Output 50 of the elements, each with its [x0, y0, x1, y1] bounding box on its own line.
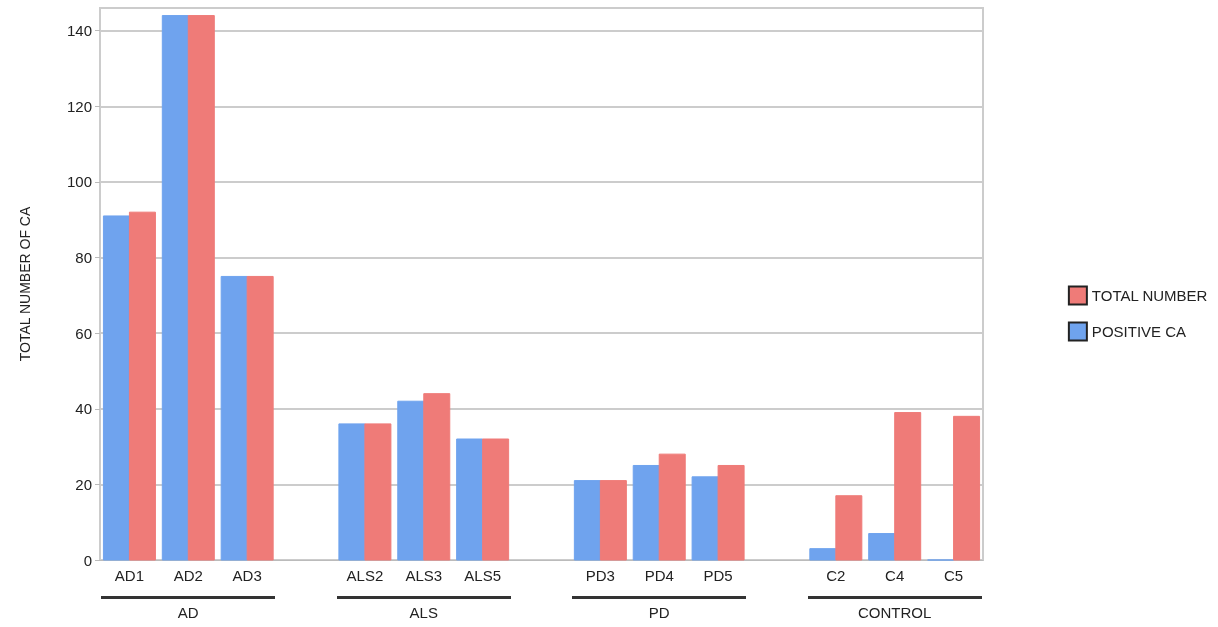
- x-tick-label: AD3: [232, 567, 262, 584]
- bar: [364, 423, 392, 561]
- bar: [658, 453, 686, 561]
- bar: [632, 464, 660, 561]
- text: AD: [176, 604, 200, 621]
- bar: [809, 548, 837, 561]
- y-axis-title: TOTAL NUMBER OF CA: [17, 206, 33, 362]
- x-tick-label: C4: [885, 567, 905, 584]
- x-tick-label: PD3: [585, 567, 615, 584]
- y-tick-label: 120: [66, 97, 92, 115]
- bar: [691, 476, 719, 561]
- bar: [953, 415, 981, 561]
- y-tick-label: 0: [83, 551, 92, 569]
- bar: [894, 412, 922, 561]
- bar: [423, 393, 451, 561]
- y-tick-label: 40: [75, 400, 92, 418]
- y-tick-label: 20: [75, 475, 92, 493]
- legend-label: TOTAL NUMBER: [1091, 287, 1208, 304]
- bar: [456, 438, 484, 561]
- x-tick-label: AD2: [173, 567, 203, 584]
- bar: [397, 400, 425, 561]
- x-tick-label: ALS2: [346, 567, 384, 584]
- bar: [835, 495, 863, 561]
- bar: [246, 275, 274, 561]
- x-tick-label: PD5: [703, 567, 733, 584]
- bar: [102, 215, 130, 561]
- bar: [482, 438, 510, 561]
- x-tick-label: AD1: [114, 567, 145, 584]
- x-tick-label: C5: [943, 567, 964, 584]
- x-tick-label: C2: [826, 567, 846, 584]
- x-tick-label: ALS3: [405, 567, 443, 584]
- bar: [717, 464, 745, 561]
- text: ALS: [408, 604, 439, 621]
- x-tick-label: ALS5: [464, 567, 501, 584]
- y-tick-label: 80: [75, 249, 92, 267]
- y-tick-label: 60: [75, 324, 92, 342]
- legend-label: POSITIVE CA: [1091, 323, 1187, 340]
- bar: [338, 423, 366, 561]
- bar: [868, 533, 896, 561]
- bar: [161, 15, 189, 561]
- bar: [128, 211, 156, 561]
- bar: [573, 480, 601, 561]
- y-tick-label: 100: [66, 173, 92, 191]
- x-tick-label: PD4: [644, 567, 674, 584]
- y-tick-label: 140: [66, 22, 92, 40]
- bar: [220, 275, 248, 561]
- bar: [599, 480, 627, 561]
- text: CONTROL: [857, 604, 933, 621]
- text: PD: [647, 604, 671, 621]
- bar: [187, 15, 215, 561]
